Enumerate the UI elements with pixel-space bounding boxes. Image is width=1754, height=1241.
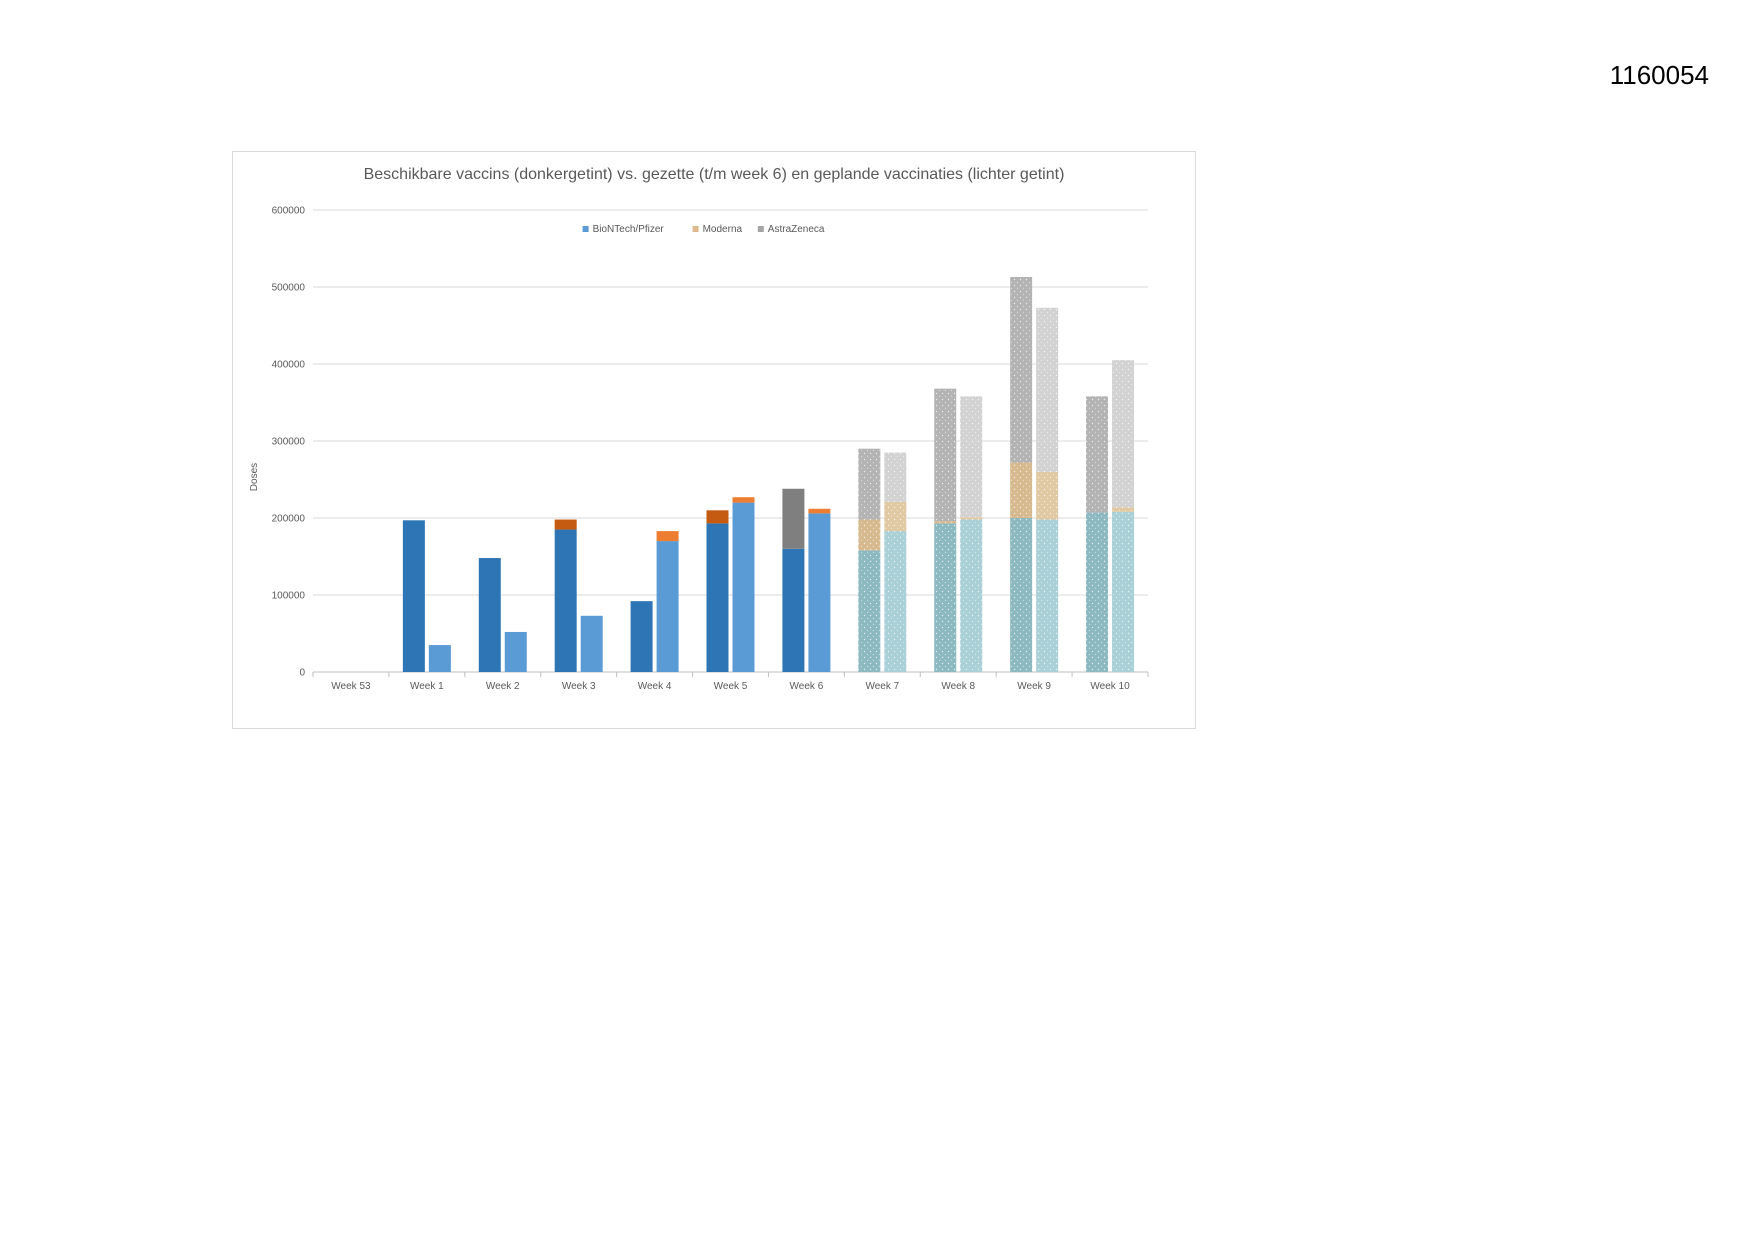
- bar-week-3-administered-planned-biontech-pfizer: [580, 615, 603, 672]
- bar-week-5-available-biontech-pfizer: [706, 523, 729, 672]
- legend-swatch-astrazeneca: [757, 226, 764, 232]
- bar-week-9-available-biontech-pfizer: [1010, 518, 1033, 672]
- bar-week-10-administered-planned-astrazeneca: [1112, 360, 1135, 508]
- x-tick-label: Week 9: [1017, 681, 1051, 692]
- bar-week-6-available-biontech-pfizer: [782, 548, 805, 672]
- x-tick-label: Week 5: [714, 681, 748, 692]
- legend-swatch-biontech-pfizer: [582, 226, 589, 232]
- x-tick-label: Week 10: [1090, 681, 1130, 692]
- legend-label-moderna: Moderna: [703, 224, 743, 235]
- document-number: 1160054: [1609, 60, 1709, 90]
- bar-week-9-available-astrazeneca: [1010, 276, 1033, 463]
- legend-label-biontech-pfizer: BioNTech/Pfizer: [593, 224, 665, 235]
- gridlines: [313, 209, 1148, 673]
- bar-week-9-administered-planned-biontech-pfizer: [1036, 519, 1059, 672]
- bar-week-10-available-astrazeneca: [1086, 396, 1109, 513]
- y-tick-label: 100000: [272, 591, 306, 602]
- x-tick-label: Week 6: [790, 681, 824, 692]
- bar-week-7-available-biontech-pfizer: [858, 550, 881, 672]
- y-tick-label: 500000: [272, 283, 306, 294]
- bar-week-6-administered-planned-biontech-pfizer: [808, 513, 831, 672]
- x-tick-label: Week 53: [331, 681, 371, 692]
- y-tick-label: 600000: [272, 206, 306, 217]
- bar-week-6-administered-planned-moderna: [808, 508, 831, 514]
- bar-week-8-administered-planned-moderna: [960, 517, 983, 520]
- bar-week-7-administered-planned-biontech-pfizer: [884, 531, 907, 672]
- bar-week-4-administered-planned-biontech-pfizer: [656, 541, 679, 672]
- bar-week-7-available-astrazeneca: [858, 448, 881, 520]
- stacked-bar-chart: Beschikbare vaccins (donkergetint) vs. g…: [249, 166, 1149, 692]
- bar-week-3-available-biontech-pfizer: [554, 529, 577, 672]
- x-tick-label: Week 7: [865, 681, 899, 692]
- bar-week-5-administered-planned-moderna: [732, 497, 755, 503]
- bar-week-8-available-moderna: [934, 521, 957, 524]
- bar-week-6-available-astrazeneca: [782, 488, 805, 549]
- x-tick-label: Week 2: [486, 681, 520, 692]
- x-tick-label: Week 1: [410, 681, 444, 692]
- bar-week-1-available-biontech-pfizer: [402, 520, 425, 672]
- y-tick-label: 0: [299, 668, 305, 679]
- bar-week-9-administered-planned-moderna: [1036, 471, 1059, 520]
- bar-week-7-administered-planned-moderna: [884, 501, 907, 532]
- y-axis-ticks: 0 100000 200000 300000 400000 500000 600000: [272, 206, 306, 679]
- x-tick-label: Week 8: [941, 681, 975, 692]
- legend: BioNTech/Pfizer Moderna AstraZeneca: [582, 224, 825, 235]
- bar-week-8-administered-planned-biontech-pfizer: [960, 519, 983, 672]
- bar-week-9-available-moderna: [1010, 462, 1033, 518]
- y-axis-title: Doses: [249, 463, 260, 491]
- bar-week-2-available-biontech-pfizer: [478, 558, 501, 672]
- bar-week-5-available-moderna: [706, 510, 729, 524]
- x-tick-label: Week 4: [638, 681, 672, 692]
- chart-container: Beschikbare vaccins (donkergetint) vs. g…: [232, 151, 1196, 729]
- x-tick-label: Week 3: [562, 681, 596, 692]
- legend-swatch-moderna: [692, 226, 699, 232]
- bar-week-10-administered-planned-moderna: [1112, 507, 1135, 512]
- bar-week-10-administered-planned-biontech-pfizer: [1112, 511, 1135, 672]
- bar-week-8-available-astrazeneca: [934, 388, 957, 522]
- bar-week-8-available-biontech-pfizer: [934, 523, 957, 672]
- bar-week-1-administered-planned-biontech-pfizer: [428, 645, 451, 672]
- x-axis-ticks: Week 53 Week 1 Week 2 Week 3 Week 4 Week 5 Wee…: [312, 672, 1149, 692]
- bar-week-4-available-biontech-pfizer: [630, 601, 653, 672]
- bar-week-9-administered-planned-astrazeneca: [1036, 307, 1059, 472]
- y-tick-label: 300000: [272, 437, 306, 448]
- bar-week-2-administered-planned-biontech-pfizer: [504, 631, 527, 672]
- bars: [402, 276, 1135, 672]
- y-tick-label: 200000: [272, 514, 306, 525]
- legend-label-astrazeneca: AstraZeneca: [768, 224, 825, 235]
- bar-week-3-available-moderna: [554, 519, 577, 530]
- bar-week-10-available-biontech-pfizer: [1086, 512, 1109, 672]
- bar-week-4-administered-planned-moderna: [656, 531, 679, 542]
- bar-week-7-administered-planned-astrazeneca: [884, 452, 907, 502]
- chart-title: Beschikbare vaccins (donkergetint) vs. g…: [364, 166, 1065, 183]
- y-tick-label: 400000: [272, 360, 306, 371]
- bar-week-8-administered-planned-astrazeneca: [960, 396, 983, 518]
- bar-week-7-available-moderna: [858, 519, 881, 551]
- bar-week-5-administered-planned-biontech-pfizer: [732, 502, 755, 672]
